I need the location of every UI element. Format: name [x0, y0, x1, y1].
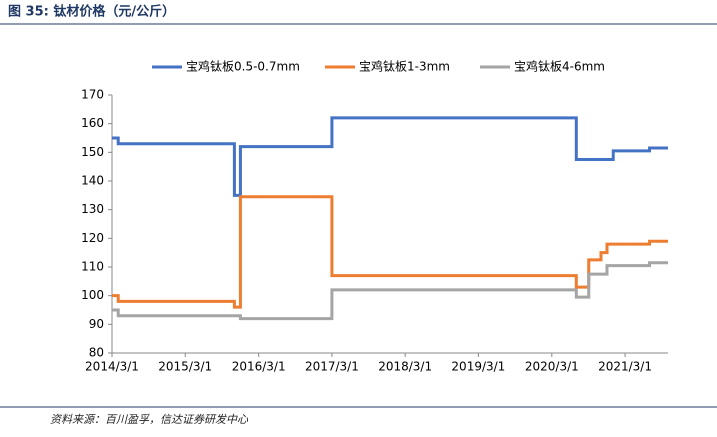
series-line — [112, 116, 668, 197]
x-tick-label: 2019/3/1 — [451, 360, 505, 374]
y-tick-label: 140 — [81, 174, 104, 188]
x-tick-label: 2021/3/1 — [598, 360, 652, 374]
series-line — [112, 261, 668, 321]
x-tick-label: 2018/3/1 — [378, 360, 432, 374]
legend-label: 宝鸡钛板1-3mm — [359, 59, 450, 74]
legend-label: 宝鸡钛板0.5-0.7mm — [186, 59, 300, 74]
legend-label: 宝鸡钛板4-6mm — [514, 59, 605, 74]
y-tick-label: 80 — [89, 346, 104, 360]
x-tick-label: 2020/3/1 — [525, 360, 579, 374]
x-tick-label: 2014/3/1 — [85, 360, 139, 374]
series-line — [112, 195, 668, 309]
y-tick-label: 120 — [81, 231, 104, 245]
y-tick-label: 160 — [81, 116, 104, 130]
x-tick-label: 2017/3/1 — [305, 360, 359, 374]
y-tick-label: 100 — [81, 288, 104, 302]
y-tick-label: 130 — [81, 202, 104, 216]
x-tick-label: 2016/3/1 — [232, 360, 286, 374]
x-tick-label: 2015/3/1 — [158, 360, 212, 374]
source-note: 资料来源：百川盈孚，信达证券研发中心 — [50, 413, 249, 426]
y-tick-label: 110 — [81, 260, 104, 274]
chart-title: 图 35: 钛材价格（元/公斤） — [8, 4, 175, 20]
y-tick-label: 150 — [81, 145, 104, 159]
y-tick-label: 170 — [81, 88, 104, 102]
y-tick-label: 90 — [89, 317, 104, 331]
